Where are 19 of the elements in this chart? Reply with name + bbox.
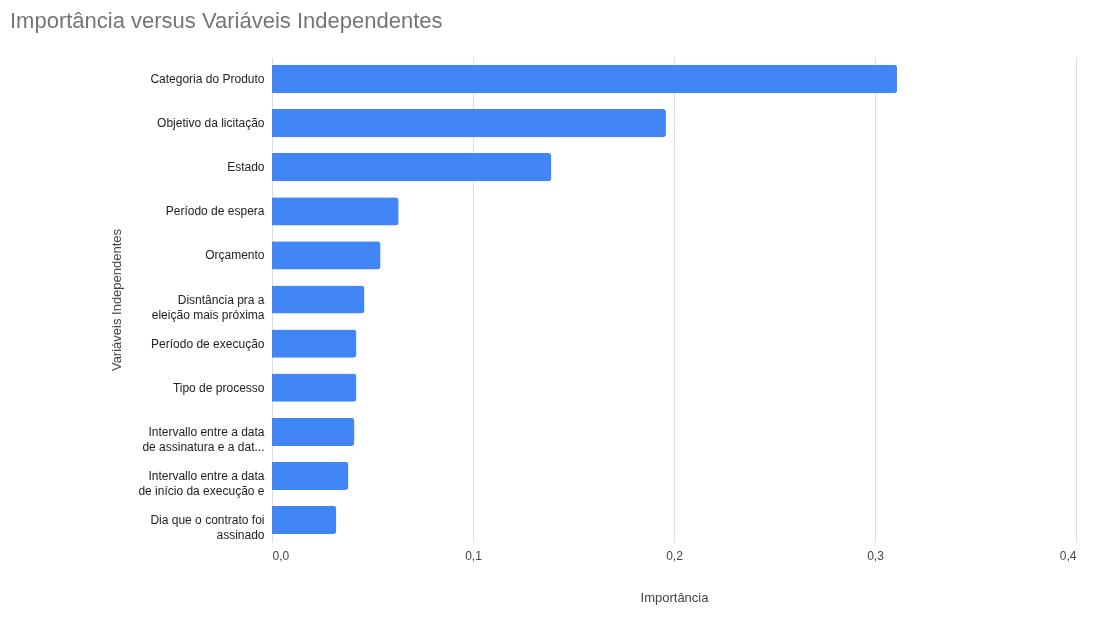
x-tick-label: 0,0	[272, 548, 290, 563]
y-axis-title: Variáveis Independentes	[109, 228, 125, 372]
y-tick-label: Intervallo entre a data de início da execução e	[138, 468, 265, 498]
x-tick-label: 0,3	[867, 548, 885, 563]
y-tick-label: Dia que o contrato foi assinado	[150, 512, 265, 542]
x-axis-title: Importância	[640, 589, 710, 605]
y-tick-label: Categoria do Produto	[150, 72, 265, 87]
y-tick-label: Período de execução	[151, 336, 265, 351]
y-tick-label: Período de espera	[165, 204, 265, 219]
x-tick-label: 0,4	[1059, 548, 1077, 563]
y-tick-label: Intervallo entre a data de assinatura e a dat...	[142, 424, 265, 454]
x-tick-label: 0,1	[465, 548, 483, 563]
y-tick-label: Disntância pra a eleição mais próxima	[151, 292, 265, 322]
y-tick-label: Tipo de processo	[172, 380, 265, 395]
y-tick-label: Objetivo da licitação	[157, 116, 265, 131]
y-tick-label: Orçamento	[205, 248, 265, 263]
chart-title: Importância versus Variáveis Independentes	[10, 8, 443, 33]
y-tick-label: Estado	[227, 160, 265, 175]
x-tick-label: 0,2	[666, 548, 684, 563]
